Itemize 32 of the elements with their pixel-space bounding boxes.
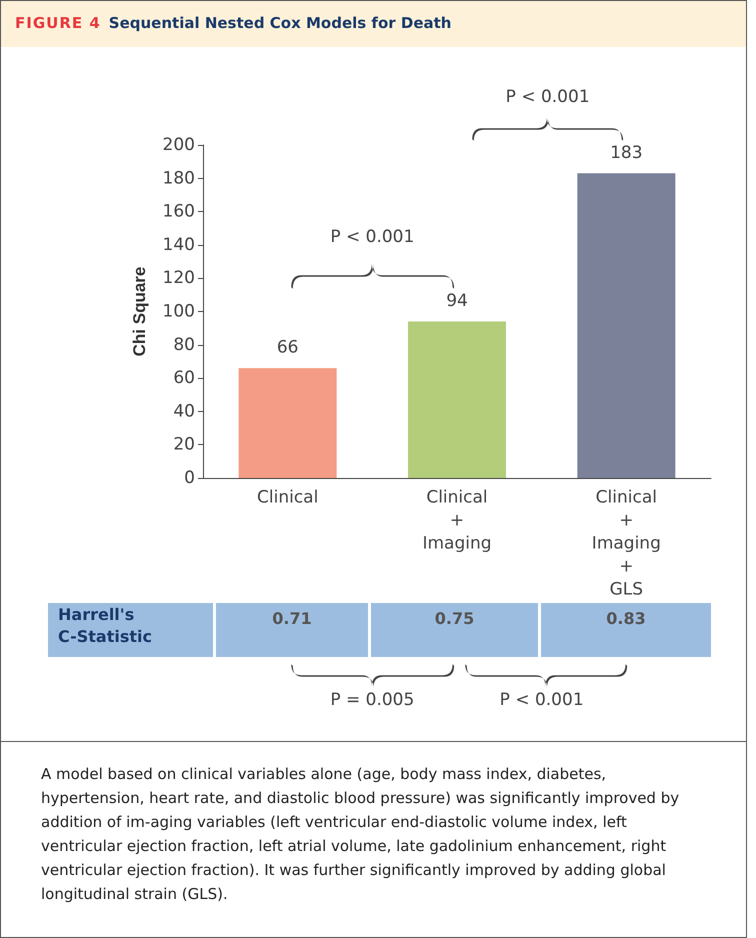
- annotation: P < 0.001: [330, 227, 414, 248]
- data-label: 66: [276, 338, 298, 358]
- chart-subtitle: Sequential Nested Cox Models for Death: [108, 14, 452, 32]
- text: FIGURE 4: [15, 14, 101, 32]
- bar: [408, 321, 506, 478]
- text: P = 0.005: [330, 690, 414, 710]
- y-tick-label: 40: [173, 401, 195, 422]
- y-tick-label: 20: [173, 434, 195, 455]
- y-tick-label: 60: [173, 368, 195, 388]
- x-tick-label: Clinical + Imaging: [422, 488, 492, 554]
- data-label: 183: [610, 142, 643, 163]
- y-tick-label: 0: [184, 468, 195, 488]
- y-tick-label: 160: [162, 202, 195, 222]
- x-tick-label: Clinical + Imaging + GLS: [592, 488, 661, 600]
- bar: [577, 173, 676, 478]
- x-tick-label: Clinical: [257, 488, 318, 508]
- y-tick-label: 120: [162, 268, 195, 288]
- y-tick-label: 180: [162, 168, 195, 188]
- data-label: 94: [446, 290, 468, 311]
- text: 0.71: [216, 603, 368, 657]
- y-tick-label: 200: [162, 135, 195, 155]
- bar: [238, 368, 337, 478]
- text: 0.83: [541, 603, 711, 657]
- text: 0.75: [371, 603, 538, 657]
- y-tick-label: 80: [173, 334, 195, 355]
- text: A model based on clinical variables alone (age, body mass index, diabetes, hypertension, heart rate, and diastolic blood pressure) was significantly improved by addition of im-aging variables (left ventricular end-diastolic volume index, left ventricular ejection fraction, left atrial volume, late gadolinium enhancement, right ventricular ejection fraction). It was further significantly improved by adding global longitudinal strain (GLS).: [0, 741, 747, 938]
- text: P < 0.001: [506, 87, 590, 108]
- y-tick-label: 140: [162, 234, 195, 255]
- text: P < 0.001: [500, 690, 584, 710]
- text: Harrell's C-Statistic: [58, 604, 152, 648]
- y-axis-title: Chi Square: [130, 266, 149, 356]
- y-tick-label: 100: [162, 302, 195, 322]
